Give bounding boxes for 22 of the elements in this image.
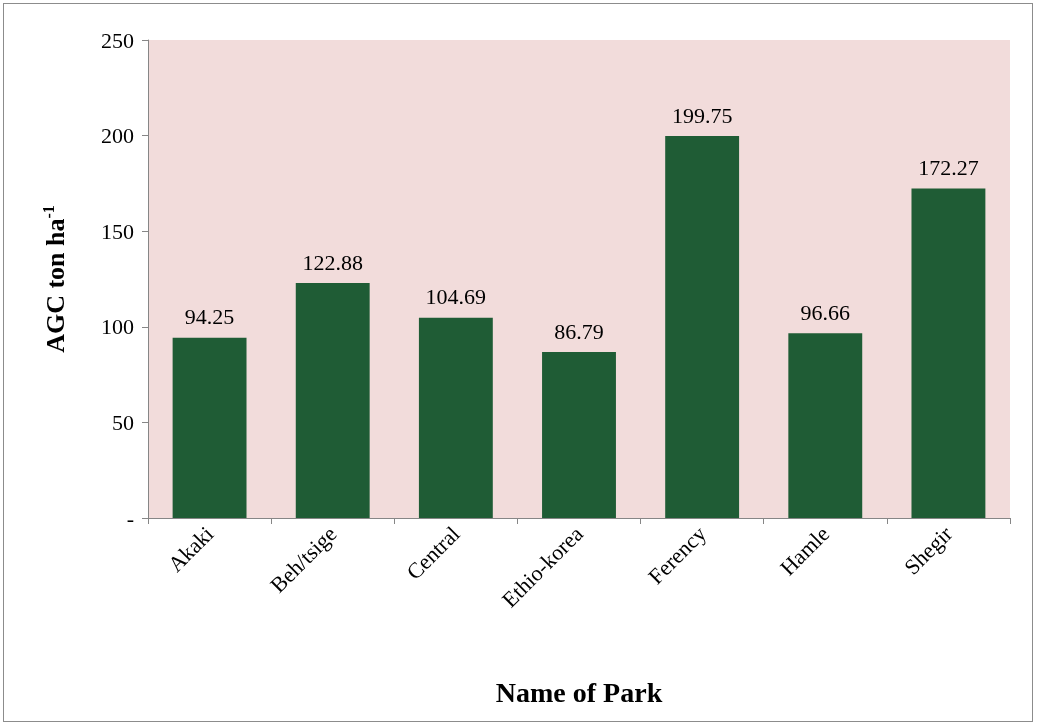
y-tick-label: 100 bbox=[101, 314, 134, 340]
y-tick-label: 200 bbox=[101, 123, 134, 149]
bar bbox=[911, 188, 986, 518]
x-axis-title: Name of Park bbox=[495, 676, 663, 708]
y-tick-label: 150 bbox=[101, 218, 134, 244]
data-label: 104.69 bbox=[425, 284, 487, 310]
y-tick-label: 250 bbox=[101, 27, 134, 53]
bar bbox=[418, 317, 493, 518]
y-tick-label: - bbox=[126, 505, 134, 531]
y-axis-title: AGC ton ha-1 bbox=[39, 205, 70, 353]
bar bbox=[788, 333, 863, 518]
data-label: 199.75 bbox=[671, 102, 733, 128]
data-label: 122.88 bbox=[302, 249, 363, 275]
bar bbox=[542, 352, 616, 518]
bar bbox=[665, 136, 740, 518]
data-label: 172.27 bbox=[918, 155, 979, 181]
data-label: 86.79 bbox=[554, 318, 604, 344]
y-tick-label: 50 bbox=[112, 409, 134, 435]
bar bbox=[172, 337, 247, 518]
bar bbox=[295, 283, 370, 518]
data-label: 96.66 bbox=[800, 299, 851, 325]
data-label: 94.25 bbox=[184, 304, 235, 330]
